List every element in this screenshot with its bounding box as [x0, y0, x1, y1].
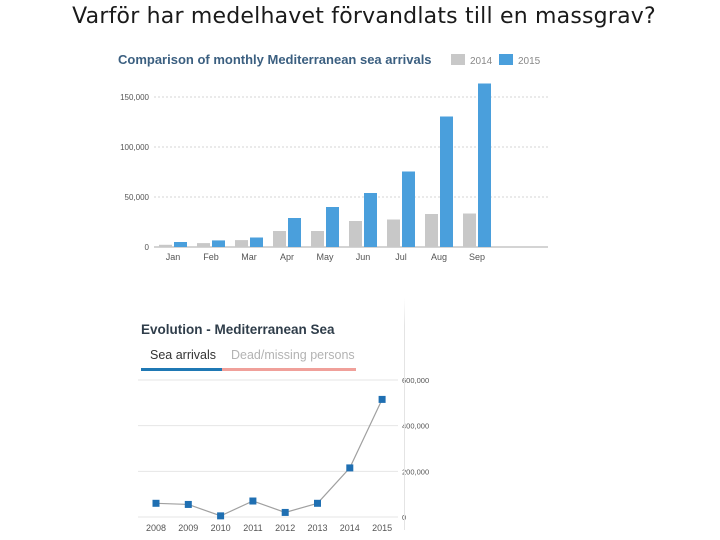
line-x-tick-label: 2013 — [307, 523, 327, 533]
bar-x-tick-label: May — [316, 252, 334, 262]
line-point-2012 — [281, 508, 289, 516]
line-x-tick-label: 2015 — [372, 523, 392, 533]
bar-2015-jun — [364, 193, 377, 247]
line-chart-tabs: Sea arrivals Dead/missing persons — [141, 345, 356, 371]
bar-x-tick-label: Jun — [356, 252, 371, 262]
line-y-tick-label: 600,000 — [402, 376, 429, 385]
bar-2015-sep — [478, 83, 491, 247]
bar-y-tick-label: 150,000 — [120, 93, 149, 102]
tab-dead-missing-persons[interactable]: Dead/missing persons — [222, 345, 356, 371]
line-point-2014 — [346, 464, 354, 472]
line-y-tick-label: 200,000 — [402, 467, 429, 476]
bar-2015-jan — [174, 242, 187, 247]
bar-x-tick-label: Jul — [395, 252, 407, 262]
legend-swatch-2015 — [499, 54, 513, 65]
line-chart: Evolution - Mediterranean Sea 0200,00040… — [138, 322, 429, 533]
line-series-path — [155, 399, 383, 517]
line-point-2011 — [249, 497, 257, 505]
bar-2014-jul — [387, 219, 400, 247]
bar-chart-y-axis: 0 50,000 100,000 150,000 — [120, 93, 149, 252]
bar-2015-aug — [440, 116, 453, 247]
bar-2014-aug — [425, 214, 438, 247]
bar-chart-bars — [159, 83, 491, 247]
line-point-2015 — [378, 395, 386, 403]
bar-y-tick-label: 50,000 — [125, 193, 150, 202]
line-point-2013 — [314, 499, 321, 507]
legend-label-2014: 2014 — [470, 56, 493, 67]
bar-chart-legend: 2014 2015 — [451, 54, 541, 67]
bar-2015-mar — [250, 237, 263, 247]
line-point-2008 — [152, 499, 160, 507]
chart-divider — [404, 298, 405, 530]
line-x-tick-label: 2008 — [146, 523, 166, 533]
line-chart-title: Evolution - Mediterranean Sea — [141, 322, 335, 337]
bar-2015-may — [326, 207, 339, 247]
line-chart-series — [152, 395, 386, 520]
bar-2015-apr — [288, 218, 301, 247]
bar-2014-mar — [235, 240, 248, 247]
tab-sea-arrivals[interactable]: Sea arrivals — [141, 345, 222, 371]
bar-x-tick-label: Feb — [203, 252, 219, 262]
bar-2014-apr — [273, 231, 286, 247]
legend-swatch-2014 — [451, 54, 465, 65]
bar-2015-jul — [402, 171, 415, 247]
bar-y-tick-label: 100,000 — [120, 143, 149, 152]
slide-title: Varför har medelhavet förvandlats till e… — [72, 4, 656, 29]
bar-chart-x-axis: Jan Feb Mar Apr May Jun Jul Aug Sep — [166, 252, 485, 262]
bar-chart-title: Comparison of monthly Mediterranean sea … — [118, 52, 432, 67]
bar-2014-jun — [349, 221, 362, 247]
line-x-tick-label: 2014 — [340, 523, 360, 533]
line-x-tick-label: 2012 — [275, 523, 295, 533]
legend-label-2015: 2015 — [518, 56, 541, 67]
bar-y-tick-label: 0 — [145, 243, 150, 252]
line-point-2009 — [184, 500, 192, 508]
bar-2014-sep — [463, 213, 476, 247]
bar-x-tick-label: Sep — [469, 252, 485, 262]
bar-2014-jan — [159, 244, 172, 247]
bar-x-tick-label: Apr — [280, 252, 294, 262]
line-chart-gridlines — [138, 379, 398, 518]
line-x-tick-label: 2011 — [243, 523, 262, 533]
line-x-tick-label: 2010 — [211, 523, 231, 533]
bar-chart: Comparison of monthly Mediterranean sea … — [118, 52, 548, 262]
line-x-tick-label: 2009 — [178, 523, 198, 533]
bar-x-tick-label: Mar — [241, 252, 257, 262]
line-y-tick-label: 400,000 — [402, 422, 429, 431]
bar-2015-feb — [212, 240, 225, 247]
line-chart-x-axis: 2008 2009 2010 2011 2012 2013 2014 2015 — [146, 523, 392, 533]
bar-2014-may — [311, 231, 324, 247]
bar-x-tick-label: Jan — [166, 252, 181, 262]
bar-x-tick-label: Aug — [431, 252, 447, 262]
line-point-2010 — [217, 512, 225, 520]
bar-2014-feb — [197, 243, 210, 247]
